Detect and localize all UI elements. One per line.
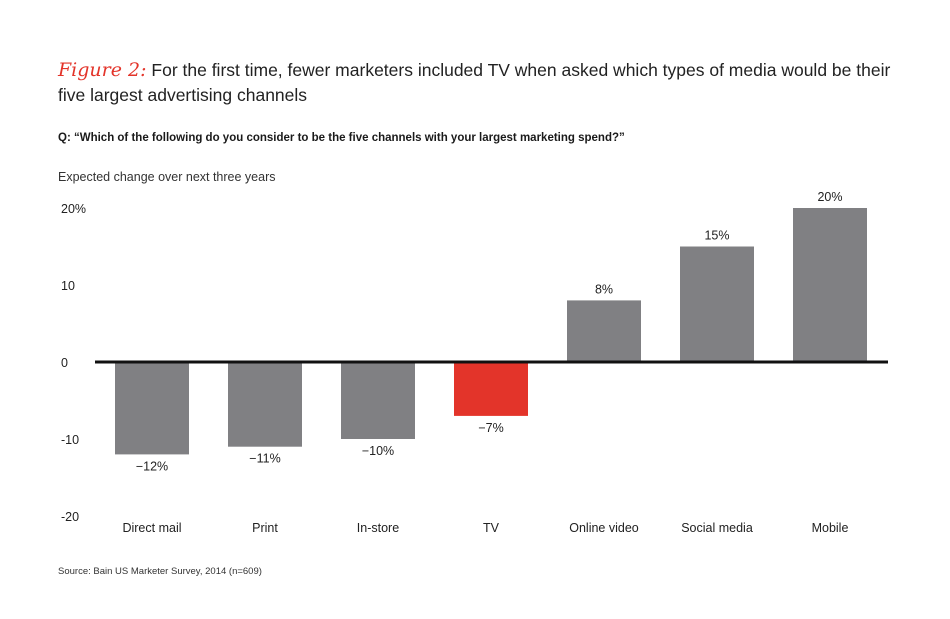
data-label: −12% — [136, 459, 168, 473]
data-label: 8% — [595, 282, 613, 296]
data-label: −7% — [478, 421, 503, 435]
figure-title: Figure 2: For the first time, fewer mark… — [58, 58, 918, 108]
y-tick-label: 10 — [61, 279, 75, 293]
bar — [115, 362, 189, 455]
category-label: Social media — [681, 521, 753, 535]
y-tick-label: -10 — [61, 433, 79, 447]
bar — [228, 362, 302, 447]
figure-label: Figure 2: — [58, 59, 147, 81]
y-tick-label: -20 — [61, 510, 79, 524]
bar — [454, 362, 528, 416]
data-label: −11% — [249, 452, 280, 466]
data-label: 15% — [704, 229, 729, 243]
data-label: 20% — [817, 190, 842, 204]
category-label: Print — [252, 521, 278, 535]
category-label: Direct mail — [122, 521, 181, 535]
y-tick-label: 20% — [61, 202, 86, 216]
category-label: Online video — [569, 521, 639, 535]
bar — [341, 362, 415, 439]
bar — [567, 300, 641, 362]
y-tick-label: 0 — [61, 356, 68, 370]
category-label: Mobile — [812, 521, 849, 535]
figure-title-text: For the first time, fewer marketers incl… — [58, 60, 891, 105]
data-label: −10% — [362, 444, 394, 458]
category-label: TV — [483, 521, 500, 535]
category-label: In-store — [357, 521, 399, 535]
bar — [680, 246, 754, 362]
bar — [793, 208, 867, 362]
survey-question: Q: “Which of the following do you consid… — [58, 132, 625, 144]
source-note: Source: Bain US Marketer Survey, 2014 (n… — [58, 566, 262, 577]
chart-subtitle: Expected change over next three years — [58, 170, 276, 184]
